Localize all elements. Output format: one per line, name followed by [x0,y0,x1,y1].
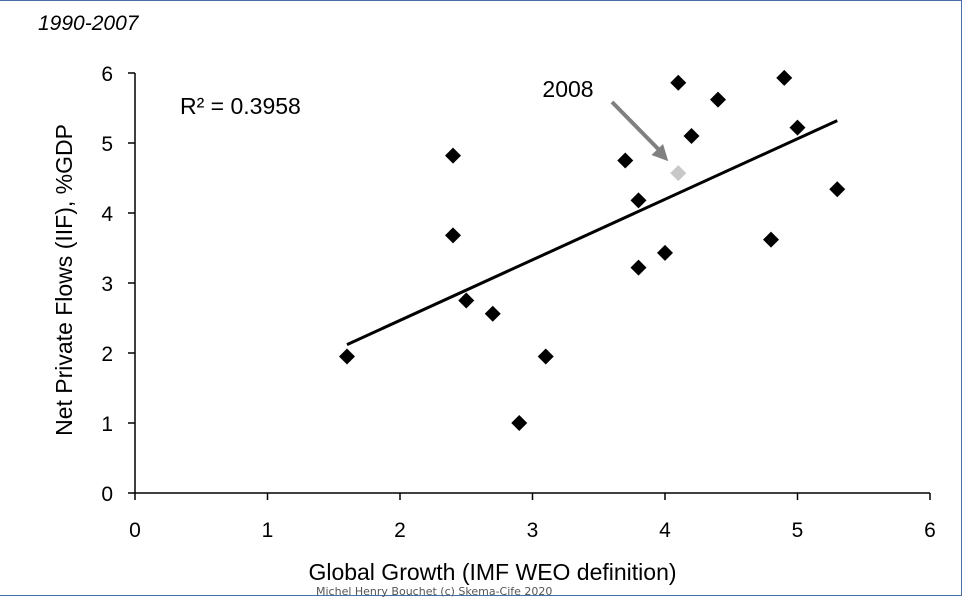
x-tick-label: 3 [527,519,539,542]
highlight-point-2008 [670,165,687,182]
r-squared-label: R² = 0.3958 [180,93,301,119]
trendline-group [346,119,838,346]
data-point [763,231,779,248]
data-point [617,152,634,169]
data-point [829,181,846,198]
annotation-arrow-shaft [610,100,664,155]
y-axis-label: Net Private Flows (IIF), %GDP [51,124,77,436]
trendline [346,119,838,346]
y-tick-label: 3 [101,273,113,296]
data-point [776,69,793,86]
data-point [511,415,528,431]
highlight-label: 2008 [542,76,593,102]
x-tick-label: 4 [659,519,671,542]
data-point [445,227,461,244]
footer-credit: Michel Henry Bouchet (c) Skema-Cife 2020 [316,585,553,598]
data-point [484,305,501,322]
data-point [630,192,647,209]
y-tick-label: 1 [101,413,113,436]
y-tick-label: 6 [101,63,113,86]
x-tick-label: 6 [924,519,936,542]
data-point [683,128,700,144]
y-tick-label: 4 [101,203,113,226]
x-tick-label: 1 [262,519,274,542]
x-tick-label: 5 [792,519,804,542]
x-axis-label: Global Growth (IMF WEO definition) [308,559,676,585]
data-point [670,74,687,91]
data-point [339,348,355,365]
data-points [339,69,846,431]
x-tick-label: 0 [129,519,141,542]
annotation-arrow-head [651,143,669,162]
x-tick-label: 2 [394,519,406,542]
chart-title: 1990-2007 [38,12,139,35]
annotations: R² = 0.3958 2008 [180,76,669,162]
axes: 0 1 2 3 4 5 6 0 1 2 3 4 5 6 Global Growth (IMF WEO def… [51,63,936,585]
data-point [537,348,554,365]
data-point [789,119,806,136]
data-point [445,147,461,164]
data-point [630,259,647,276]
y-tick-label: 2 [101,343,113,366]
y-tick-label: 0 [101,483,113,506]
data-point [458,292,475,309]
data-point [657,244,673,261]
data-point [710,91,726,108]
y-tick-label: 5 [101,133,113,156]
